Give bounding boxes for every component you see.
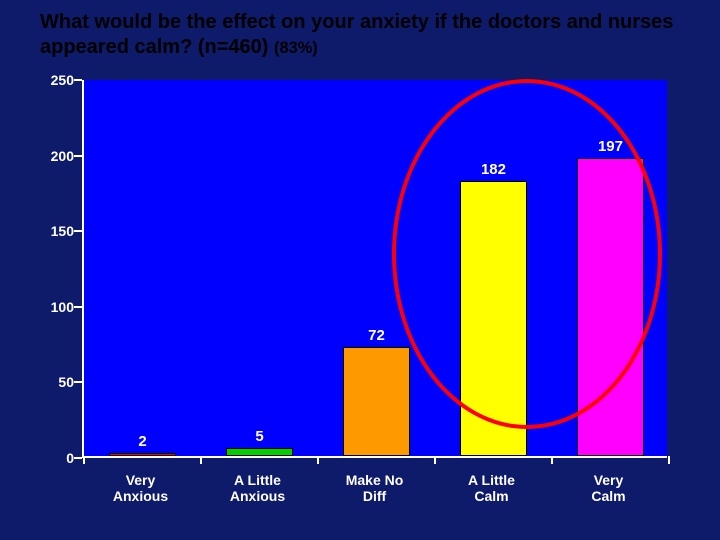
x-axis-label: A Little Calm — [433, 472, 550, 504]
bar: 5 — [226, 448, 294, 456]
y-tick-label: 250 — [51, 72, 74, 88]
slide: What would be the effect on your anxiety… — [0, 0, 720, 540]
x-axis-label: Very Anxious — [82, 472, 199, 504]
x-tick-mark — [434, 456, 436, 464]
y-tick-mark — [74, 230, 82, 232]
x-axis-label: A Little Anxious — [199, 472, 316, 504]
bar-value-label: 5 — [227, 428, 293, 445]
slide-title: What would be the effect on your anxiety… — [40, 10, 680, 60]
x-axis-label: Make No Diff — [316, 472, 433, 504]
bar-value-label: 72 — [344, 327, 410, 344]
y-tick-label: 0 — [66, 450, 74, 466]
y-tick-mark — [74, 381, 82, 383]
y-tick-mark — [74, 79, 82, 81]
y-tick-label: 100 — [51, 299, 74, 315]
y-tick-label: 200 — [51, 148, 74, 164]
bar-value-label: 2 — [110, 433, 176, 450]
y-tick-label: 150 — [51, 223, 74, 239]
x-axis-label: Very Calm — [550, 472, 667, 504]
x-tick-mark — [551, 456, 553, 464]
bar: 2 — [109, 453, 177, 456]
y-tick-mark — [74, 155, 82, 157]
x-tick-mark — [83, 456, 85, 464]
y-tick-mark — [74, 306, 82, 308]
highlight-ellipse — [392, 79, 662, 429]
x-tick-mark — [668, 456, 670, 464]
y-tick-label: 50 — [58, 374, 74, 390]
y-tick-mark — [74, 457, 82, 459]
x-tick-mark — [200, 456, 202, 464]
bar: 72 — [343, 347, 411, 456]
title-percent: (83%) — [274, 39, 318, 57]
x-tick-mark — [317, 456, 319, 464]
title-text: What would be the effect on your anxiety… — [40, 11, 673, 58]
